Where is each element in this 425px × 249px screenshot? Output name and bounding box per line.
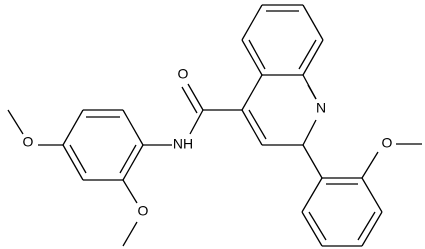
atom-label: O (23, 134, 34, 150)
bonds (7, 4, 422, 247)
atom-labels: O N NH O O O (23, 66, 393, 219)
atom-label: O (138, 203, 149, 219)
atom-label: NH (173, 136, 193, 152)
atom-label: N (316, 100, 326, 116)
atom-label: O (382, 135, 393, 151)
atom-label: O (178, 66, 189, 82)
